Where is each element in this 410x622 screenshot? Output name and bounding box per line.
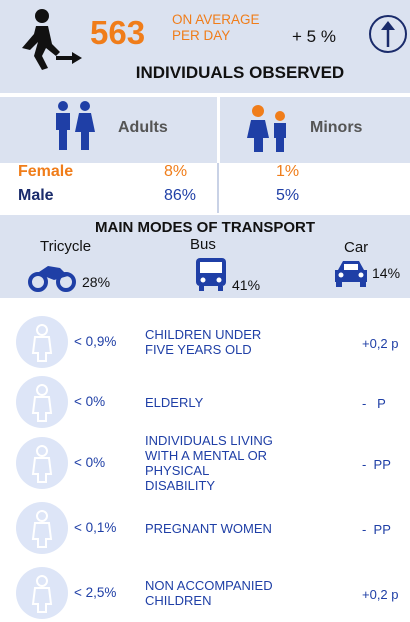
group-icon <box>16 502 68 554</box>
group-change: - PP <box>362 457 391 472</box>
trend-arrow-icon <box>369 15 407 53</box>
row-label: Female <box>18 163 74 180</box>
cell-value: 5% <box>276 187 300 204</box>
group-change: - PP <box>362 522 391 537</box>
group-label: NON ACCOMPANIED CHILDREN <box>145 578 273 608</box>
trend: + 5 % <box>292 27 336 46</box>
minors-icon <box>247 105 286 152</box>
group-change: +0,2 p <box>362 336 399 351</box>
group-share: < 0,1% <box>74 520 117 535</box>
transport-title: MAIN MODES OF TRANSPORT <box>95 219 315 236</box>
mode-name: Bus <box>190 236 216 253</box>
tricycle-icon <box>28 266 76 292</box>
walking-icon <box>22 9 82 70</box>
header-title: INDIVIDUALS OBSERVED <box>135 63 345 82</box>
group-change: - P <box>362 396 386 411</box>
group-label: INDIVIDUALS LIVING WITH A MENTAL OR PHYS… <box>145 433 273 493</box>
mode-name: Car <box>344 239 369 256</box>
column-header: Adults <box>118 119 168 136</box>
cell-value: 8% <box>164 163 188 180</box>
cell-value: 86% <box>164 187 197 204</box>
group-label: CHILDREN UNDER FIVE YEARS OLD <box>145 327 262 357</box>
car-icon <box>335 261 367 287</box>
mode-name: Tricycle <box>40 238 92 255</box>
mode-share: 14% <box>372 265 401 281</box>
bus-icon <box>196 258 226 291</box>
group-share: < 0% <box>74 455 106 470</box>
group-change: +0,2 p <box>362 587 399 602</box>
count: 563 <box>90 14 146 51</box>
group-icon <box>16 437 68 489</box>
per-day: ON AVERAGE <box>172 12 260 27</box>
divider <box>217 97 220 163</box>
divider <box>217 163 219 213</box>
header-band <box>0 0 410 93</box>
mode-share: 28% <box>82 274 111 290</box>
column-header: Minors <box>310 119 363 136</box>
group-share: < 0% <box>74 394 106 409</box>
group-label: ELDERLY <box>145 394 204 410</box>
mode-share: 41% <box>232 277 261 293</box>
group-share: < 0,9% <box>74 334 117 349</box>
group-share: < 2,5% <box>74 585 117 600</box>
group-icon <box>16 316 68 368</box>
cell-value: 1% <box>276 163 300 180</box>
row-label: Male <box>18 187 54 204</box>
group-icon <box>16 567 68 619</box>
per-day: PER DAY <box>172 28 231 43</box>
group-icon <box>16 376 68 428</box>
adults-icon <box>56 101 95 150</box>
group-label: PREGNANT WOMEN <box>145 520 272 536</box>
